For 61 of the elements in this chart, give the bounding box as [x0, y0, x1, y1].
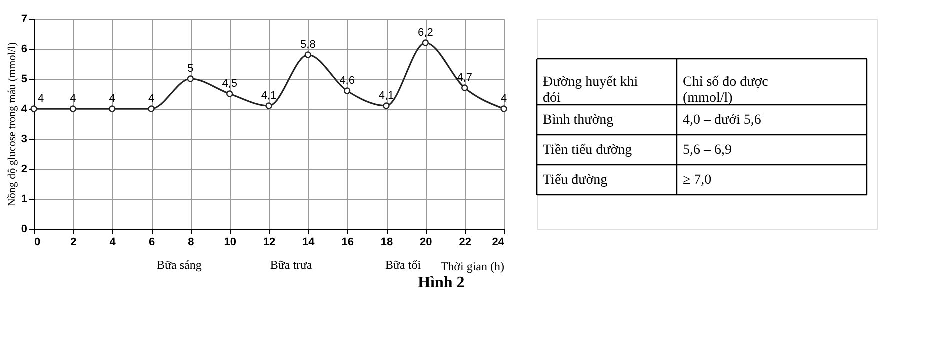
- x-tick-label: 12: [263, 236, 276, 248]
- x-tick-label: 16: [342, 236, 354, 248]
- text: Bữa tối: [386, 258, 422, 272]
- text: Bữa trưa: [270, 258, 314, 272]
- data-label: 4: [38, 93, 44, 105]
- x-tick-label: 6: [148, 236, 156, 248]
- point: [461, 84, 468, 92]
- data-label: 4,1: [261, 90, 277, 102]
- data-label: 4: [500, 93, 508, 105]
- x-tick-label: 20: [420, 236, 432, 248]
- data-label: 4,7: [457, 72, 472, 84]
- x-tick-label: 0: [34, 236, 41, 248]
- x-tick-label: 18: [380, 236, 394, 248]
- y-tick-label: 6: [21, 44, 28, 56]
- text: ≥ 7,0: [683, 173, 712, 188]
- point: [148, 106, 155, 112]
- point: [266, 102, 272, 110]
- data-label: 4: [109, 93, 116, 105]
- text: Bình thường: [543, 113, 614, 128]
- text: 4,0 – dưới 5,6: [683, 113, 762, 128]
- text: Đường huyết khi đói: [543, 75, 638, 106]
- point: [70, 106, 77, 112]
- y-axis-title: Nồng độ glucose trong máu (mmol/l): [6, 42, 18, 207]
- point: [108, 106, 116, 112]
- text: Tiền tiểu đường: [543, 143, 632, 158]
- y-tick-label: 3: [21, 134, 28, 146]
- data-label: 4: [70, 93, 76, 105]
- point: [226, 90, 234, 98]
- point: [304, 52, 312, 58]
- point: [500, 106, 508, 112]
- data-label: 4,5: [222, 78, 238, 90]
- text: Tiểu đường: [543, 173, 608, 188]
- x-tick-label: 10: [224, 236, 236, 248]
- data-label: 4: [148, 93, 155, 105]
- data-label: 5: [188, 63, 194, 75]
- x-axis-title: Thời gian (h): [440, 260, 504, 274]
- x-tick-label: 24: [492, 236, 506, 248]
- data-label: 4,1: [378, 90, 394, 102]
- data-label: 5,8: [300, 39, 316, 51]
- text: 5,6 – 6,9: [683, 143, 732, 158]
- data-label: 4,6: [340, 75, 355, 87]
- x-tick-label: 22: [459, 236, 472, 248]
- x-tick-label: 14: [302, 236, 316, 248]
- point: [422, 40, 430, 46]
- y-tick-label: 7: [21, 14, 28, 26]
- y-tick-label: 5: [21, 74, 28, 86]
- x-tick-label: 4: [110, 236, 117, 248]
- point: [30, 106, 38, 112]
- y-tick-label: 0: [21, 224, 28, 236]
- data-label: 6,2: [418, 27, 434, 39]
- y-tick-label: 2: [21, 164, 28, 176]
- text: Hình 2: [418, 274, 465, 292]
- point: [187, 76, 194, 82]
- x-tick-label: 8: [188, 236, 194, 248]
- point: [383, 102, 390, 110]
- y-tick-label: 1: [21, 194, 28, 206]
- text: Bữa sáng: [157, 258, 202, 272]
- x-tick-label: 2: [70, 236, 77, 248]
- text: Chỉ số đo được (mmol/l): [683, 75, 768, 106]
- y-tick-label: 4: [21, 104, 28, 116]
- point: [344, 88, 351, 94]
